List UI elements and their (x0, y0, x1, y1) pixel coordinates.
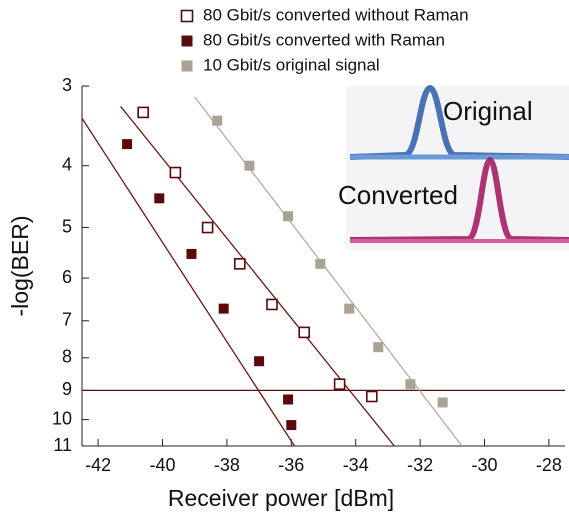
point (154, 193, 164, 203)
y-tick-label: 9 (62, 379, 72, 399)
point (203, 223, 213, 233)
point (315, 259, 325, 269)
legend-marker (182, 36, 193, 47)
point (267, 299, 277, 309)
inset-label: Converted (338, 180, 458, 210)
inset: Original Converted (338, 86, 569, 250)
point (122, 139, 132, 149)
x-tick-label: -32 (407, 455, 433, 475)
legend-marker (182, 61, 193, 72)
point (219, 304, 229, 314)
inset-label: Original (443, 96, 533, 126)
point (286, 420, 296, 430)
legend-label: 10 Gbit/s original signal (203, 55, 380, 74)
point (405, 379, 415, 389)
x-tick-label: -42 (85, 455, 111, 475)
y-axis-label: -log(BER) (7, 216, 33, 317)
point (438, 397, 448, 407)
y-tick-label: 4 (62, 154, 72, 174)
y-tick-label: 11 (53, 435, 72, 455)
x-tick-label: -38 (214, 455, 240, 475)
point (335, 379, 345, 389)
y-tick-label: 10 (52, 408, 72, 428)
y-tick-label: 3 (62, 75, 72, 95)
x-tick-label: -40 (149, 455, 175, 475)
point (373, 342, 383, 352)
legend-label: 80 Gbit/s converted with Raman (203, 30, 445, 49)
point (283, 211, 293, 221)
point (254, 356, 264, 366)
y-tick-label: 7 (62, 310, 72, 330)
point (235, 259, 245, 269)
point (170, 168, 180, 178)
x-axis-label: Receiver power [dBm] (168, 485, 394, 511)
x-tick-label: -28 (536, 455, 562, 475)
point (299, 327, 309, 337)
legend-marker (182, 11, 193, 22)
point (186, 249, 196, 259)
x-tick-label: -34 (343, 455, 369, 475)
y-tick-label: 6 (62, 267, 72, 287)
x-tick-label: -36 (278, 455, 304, 475)
point (367, 391, 377, 401)
point (283, 394, 293, 404)
page: {"chart_data": {"type": "scatter", "xlab… (0, 0, 569, 527)
point (138, 107, 148, 117)
chart: Original Converted Receiver power [dBm] … (0, 0, 569, 522)
y-tick-label: 5 (62, 216, 72, 236)
legend-label: 80 Gbit/s converted without Raman (203, 5, 469, 24)
point (244, 161, 254, 171)
point (344, 304, 354, 314)
x-tick-label: -30 (471, 455, 497, 475)
y-tick-label: 8 (62, 347, 72, 367)
point (212, 116, 222, 126)
